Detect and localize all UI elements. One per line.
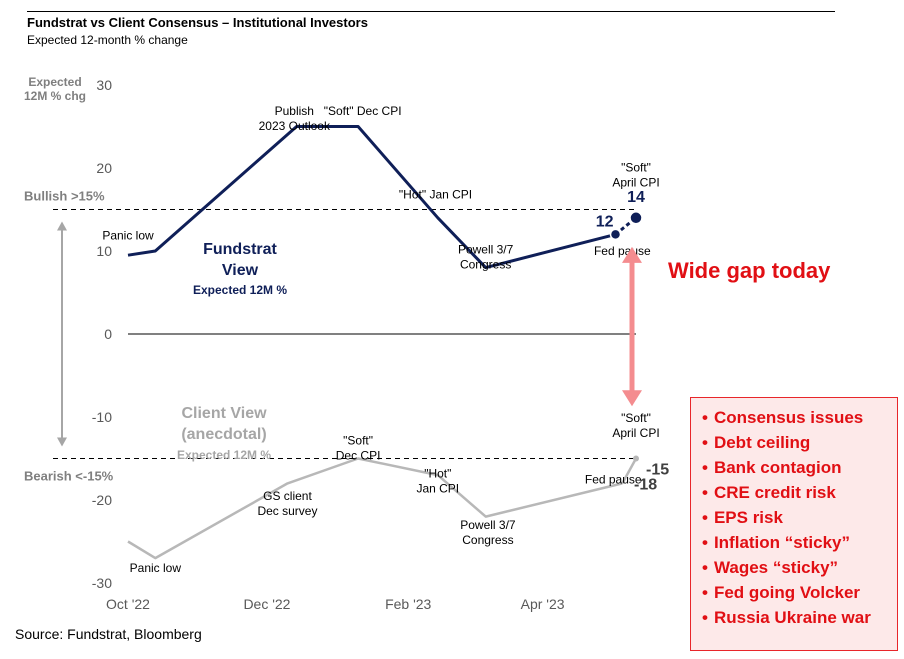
y-tick-label: -20: [92, 492, 112, 508]
fundstrat-view-line: [127, 125, 616, 270]
gap-arrow-head-up: [622, 246, 642, 263]
client-view-sublabel: Expected 12M %: [177, 448, 271, 462]
risk-callout-item: • Bank contagion: [702, 455, 897, 480]
risk-callout-text: Inflation “sticky”: [713, 533, 850, 552]
event-annotation: Panic low: [102, 228, 154, 242]
risk-callout-text: Debt ceiling: [713, 433, 811, 452]
bullet-icon: •: [702, 433, 708, 452]
fundstrat-end-point: [629, 211, 643, 225]
bullish-threshold-label: Bullish >15%: [24, 189, 105, 204]
risk-callout-item: • EPS risk: [702, 505, 897, 530]
event-annotation: Fed pause: [585, 472, 642, 486]
client-view-line: [127, 457, 623, 560]
client-view-label: Client View (anecdotal): [181, 405, 267, 443]
risk-callout-item: • Debt ceiling: [702, 430, 897, 455]
y-tick-label: 20: [96, 160, 112, 176]
y-tick-label: 30: [96, 77, 112, 93]
x-tick-label: Apr '23: [521, 596, 565, 612]
event-annotation: Fed pause: [594, 244, 651, 258]
risk-callout-text: Bank contagion: [713, 458, 842, 477]
range-arrow-head-up: [57, 221, 67, 231]
risk-callout-text: Fed going Volcker: [713, 583, 861, 602]
fundstrat-prev-value: 12: [596, 213, 614, 230]
event-annotation: "Soft" Dec CPI: [336, 433, 381, 462]
bullet-icon: •: [702, 408, 708, 427]
event-annotation: GS client Dec survey: [257, 489, 317, 518]
chart-subtitle: Expected 12-month % change: [27, 33, 188, 47]
x-tick-label: Oct '22: [106, 596, 150, 612]
bullet-icon: •: [702, 508, 708, 527]
bearish-threshold-label: Bearish <-15%: [24, 469, 114, 484]
risk-callout-text: Wages “sticky”: [713, 558, 839, 577]
y-tick-label: 0: [104, 326, 112, 342]
gap-label: Wide gap today: [668, 258, 831, 283]
bullet-icon: •: [702, 608, 708, 627]
x-tick-label: Feb '23: [385, 596, 431, 612]
bullet-icon: •: [702, 533, 708, 552]
risk-callout-text: CRE credit risk: [713, 483, 836, 502]
risk-callout-text: Russia Ukraine war: [713, 608, 871, 627]
bullet-icon: •: [702, 558, 708, 577]
source-note: Source: Fundstrat, Bloomberg: [15, 626, 202, 642]
fundstrat-prev-point: [609, 228, 622, 241]
y-tick-label: -30: [92, 575, 112, 591]
risk-callout-box: • Consensus issues • Debt ceiling • Bank cont…: [690, 397, 898, 651]
risk-callout-text: Consensus issues: [713, 408, 864, 427]
client-latest-segment: [621, 457, 638, 485]
risk-callout-item: • Wages “sticky”: [702, 555, 897, 580]
event-annotation: Publish 2023 Outlook: [259, 104, 331, 133]
bullet-icon: •: [702, 583, 708, 602]
risk-callout-item: • CRE credit risk: [702, 480, 897, 505]
bullet-icon: •: [702, 483, 708, 502]
risk-callout-item: • Consensus issues: [702, 405, 897, 430]
bullet-icon: •: [702, 458, 708, 477]
risk-callout-item: • Inflation “sticky”: [702, 530, 897, 555]
client-end-point: [633, 455, 639, 462]
range-arrow-head-down: [57, 437, 67, 447]
fundstrat-view-label: Fundstrat View: [203, 241, 277, 279]
chart-title: Fundstrat vs Client Consensus – Institut…: [27, 15, 368, 30]
risk-callout-item: • Russia Ukraine war: [702, 605, 897, 630]
client-end-value: -15: [646, 462, 669, 479]
event-annotation: "Soft" April CPI: [612, 411, 659, 440]
event-annotation: "Soft" April CPI: [612, 160, 659, 189]
event-annotation: "Soft" Dec CPI: [324, 104, 402, 118]
risk-callout-text: EPS risk: [713, 508, 783, 527]
title-rule: [27, 11, 835, 12]
event-annotation: Powell 3/7 Congress: [460, 518, 516, 547]
y-tick-label: 10: [96, 243, 112, 259]
y-tick-label: -10: [92, 409, 112, 425]
x-tick-label: Dec '22: [243, 596, 290, 612]
risk-callout-item: • Fed going Volcker: [702, 580, 897, 605]
event-annotation: "Hot" Jan CPI: [416, 467, 459, 496]
event-annotation: Panic low: [130, 561, 182, 575]
gap-arrow-head-down: [622, 390, 642, 407]
client-prev-value: -18: [634, 476, 657, 493]
fundstrat-end-value: 14: [627, 189, 645, 206]
event-annotation: "Hot" Jan CPI: [399, 188, 472, 202]
fundstrat-view-sublabel: Expected 12M %: [193, 283, 287, 297]
y-axis-label: Expected 12M % chg: [24, 75, 86, 103]
event-annotation: Powell 3/7 Congress: [458, 242, 514, 271]
